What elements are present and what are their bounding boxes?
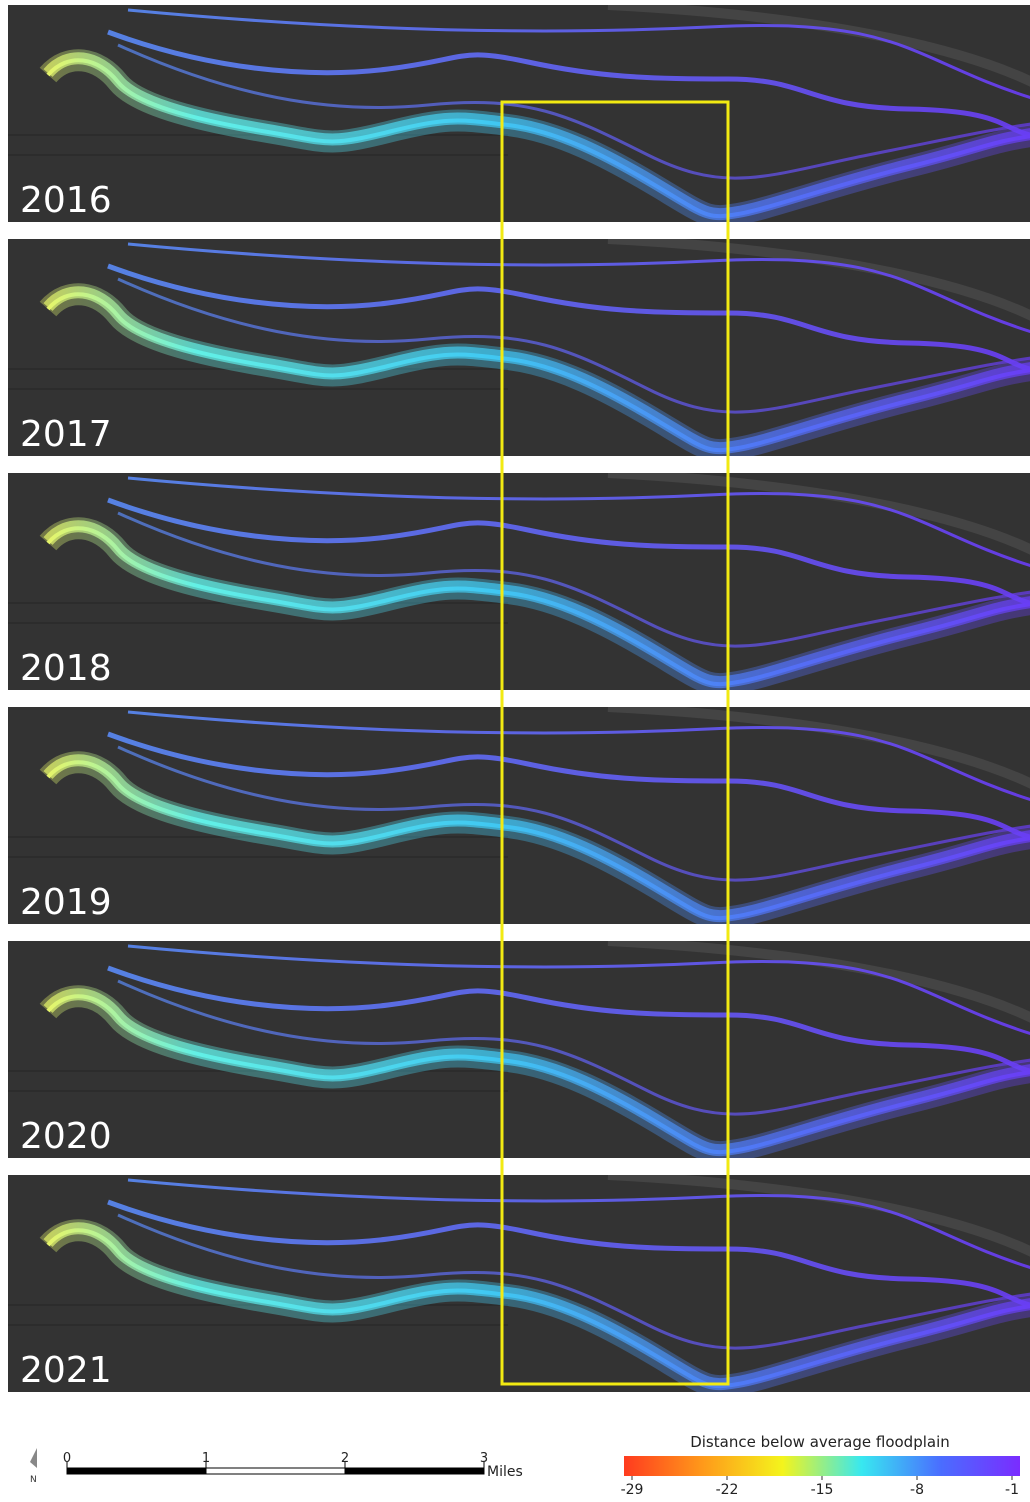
year-label: 2021 [20,1350,112,1391]
map-panel: 2021 [8,1175,1030,1392]
legend: Distance below average floodplain -29 -22… [621,1433,1020,1498]
map-panel: 2019 [8,707,1030,924]
scale-label: 1 [202,1451,210,1466]
panels: 2016 2017 2018 2019 2020 2021 [8,5,1030,1392]
legend-tick-label: -29 [621,1482,644,1498]
year-label: 2016 [20,180,112,221]
year-label: 2017 [20,414,112,455]
legend-tick-label: -1 [1005,1482,1019,1498]
scale-segment [67,1468,206,1474]
legend-title: Distance below average floodplain [690,1433,950,1451]
scale-label: 0 [63,1451,71,1466]
north-label: N [30,1475,37,1485]
legend-tick-label: -22 [716,1482,739,1498]
year-label: 2019 [20,882,112,923]
year-label: 2020 [20,1116,112,1157]
map-panel: 2020 [8,941,1030,1158]
map-panel: 2018 [8,473,1030,690]
scale-label: 2 [341,1451,349,1466]
north-arrow: N [30,1448,37,1485]
scale-segment [345,1468,484,1474]
scale-segment [206,1468,345,1474]
scale-unit: Miles [487,1464,523,1480]
map-panel: 2016 [8,5,1030,222]
map-panel: 2017 [8,239,1030,456]
legend-tick-label: -15 [811,1482,834,1498]
legend-ramp [624,1456,1020,1476]
year-label: 2018 [20,648,112,689]
legend-tick-label: -8 [910,1482,924,1498]
figure: 201620172018201920202021 N 0123Miles Dis… [0,0,1030,1498]
